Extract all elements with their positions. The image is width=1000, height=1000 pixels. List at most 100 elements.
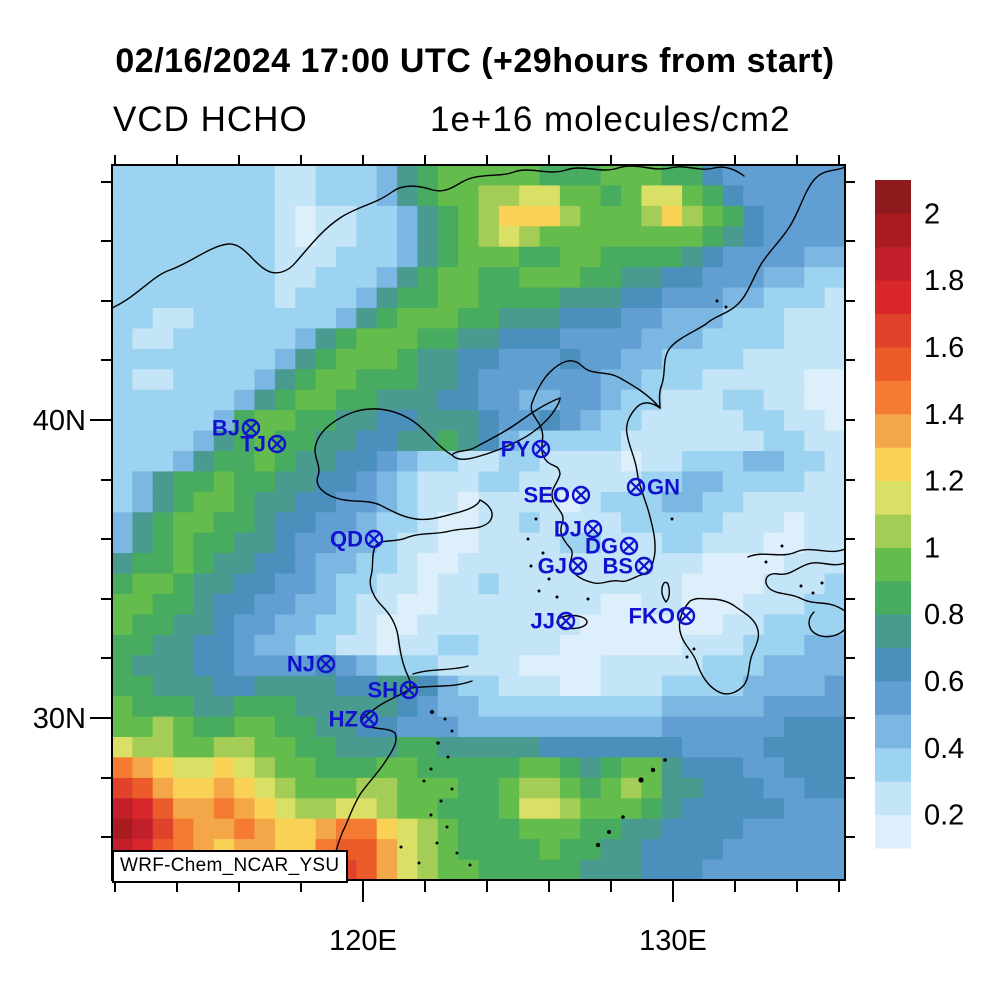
raster-band: [152, 594, 194, 615]
raster-band: [621, 348, 663, 370]
station-marker-cross: [320, 658, 332, 670]
raster-band: [539, 410, 561, 432]
islet: [529, 564, 533, 568]
raster-band: [600, 165, 663, 186]
raster-band: [458, 491, 480, 513]
raster-band: [112, 757, 133, 779]
raster-band: [112, 246, 276, 268]
raster-band: [132, 573, 174, 595]
islet: [446, 755, 450, 759]
raster-band: [112, 348, 276, 370]
station-label-PY: PY: [501, 437, 531, 462]
raster-band: [682, 737, 765, 758]
raster-band: [519, 777, 561, 799]
raster-band: [580, 818, 622, 840]
raster-band: [295, 369, 317, 391]
coast-honshu-north: [747, 548, 845, 558]
islet: [534, 517, 538, 521]
raster-band: [539, 451, 622, 472]
raster-band: [600, 777, 622, 799]
colorbar-band: [875, 580, 911, 615]
coast-korea-east: [625, 402, 661, 563]
raster-band: [621, 430, 765, 452]
raster-band: [478, 512, 520, 534]
raster-band: [702, 328, 785, 350]
raster-band: [132, 777, 154, 799]
raster-band: [437, 430, 459, 452]
station-marker-icon: [267, 434, 287, 454]
raster-band: [804, 634, 845, 656]
raster-band: [376, 655, 439, 677]
raster-band: [743, 410, 785, 432]
raster-band: [376, 267, 398, 289]
raster-band: [234, 471, 276, 493]
raster-band: [682, 573, 765, 595]
raster-band: [661, 267, 704, 289]
raster-band: [112, 634, 154, 656]
station-FKO: FKO: [629, 604, 696, 629]
raster-band: [600, 757, 622, 779]
raster-band: [539, 165, 602, 186]
raster-band: [356, 859, 378, 880]
islet: [450, 729, 454, 733]
raster-band: [763, 532, 805, 554]
raster-band: [743, 491, 845, 513]
raster-band: [254, 737, 296, 758]
colorbar-band: [875, 380, 911, 415]
colorbar-label: 1: [924, 532, 940, 564]
raster-band: [498, 777, 520, 799]
raster-band: [173, 757, 215, 779]
raster-band: [621, 451, 642, 472]
raster-band: [458, 369, 480, 391]
raster-band: [376, 512, 418, 534]
hcho-raster-field: [112, 165, 845, 880]
raster-band: [132, 757, 154, 779]
raster-band: [661, 696, 765, 718]
coast-honshu-seto: [765, 562, 845, 612]
raster-band: [478, 491, 561, 513]
raster-band: [376, 798, 398, 820]
station-PY: PY: [501, 437, 551, 462]
raster-band: [112, 716, 154, 738]
raster-band: [336, 348, 398, 370]
raster-band: [397, 287, 439, 309]
raster-band: [315, 185, 378, 207]
raster-band: [702, 246, 724, 268]
raster-band: [376, 757, 418, 779]
raster-band: [682, 634, 744, 656]
raster-band: [417, 410, 480, 432]
raster-band: [722, 512, 785, 534]
raster-band: [315, 471, 357, 493]
station-label-DJ: DJ: [554, 517, 582, 542]
islet: [541, 551, 545, 555]
station-marker-icon: [531, 439, 551, 459]
raster-band: [641, 451, 683, 472]
raster-band: [376, 839, 398, 861]
raster-band: [519, 430, 622, 452]
station-GN: GN: [626, 475, 680, 500]
raster-band: [356, 553, 398, 575]
raster-band: [356, 328, 418, 350]
raster-band: [173, 777, 215, 799]
raster-band: [152, 512, 174, 534]
raster-band: [112, 308, 154, 329]
station-marker-cross: [575, 489, 587, 501]
raster-band: [498, 573, 683, 595]
islet: [429, 813, 433, 817]
raster-band: [376, 389, 439, 411]
raster-band: [621, 757, 663, 779]
raster-band: [356, 369, 418, 391]
station-marker-cross: [535, 443, 547, 455]
raster-band: [478, 185, 520, 207]
colorbar-band: [875, 246, 911, 281]
raster-band: [763, 614, 845, 636]
raster-band: [274, 818, 317, 840]
raster-band: [417, 328, 459, 350]
raster-band: [112, 389, 235, 411]
raster-band: [519, 757, 561, 779]
raster-band: [132, 471, 154, 493]
islet: [436, 741, 440, 745]
raster-band: [295, 737, 337, 758]
raster-band: [783, 798, 845, 820]
